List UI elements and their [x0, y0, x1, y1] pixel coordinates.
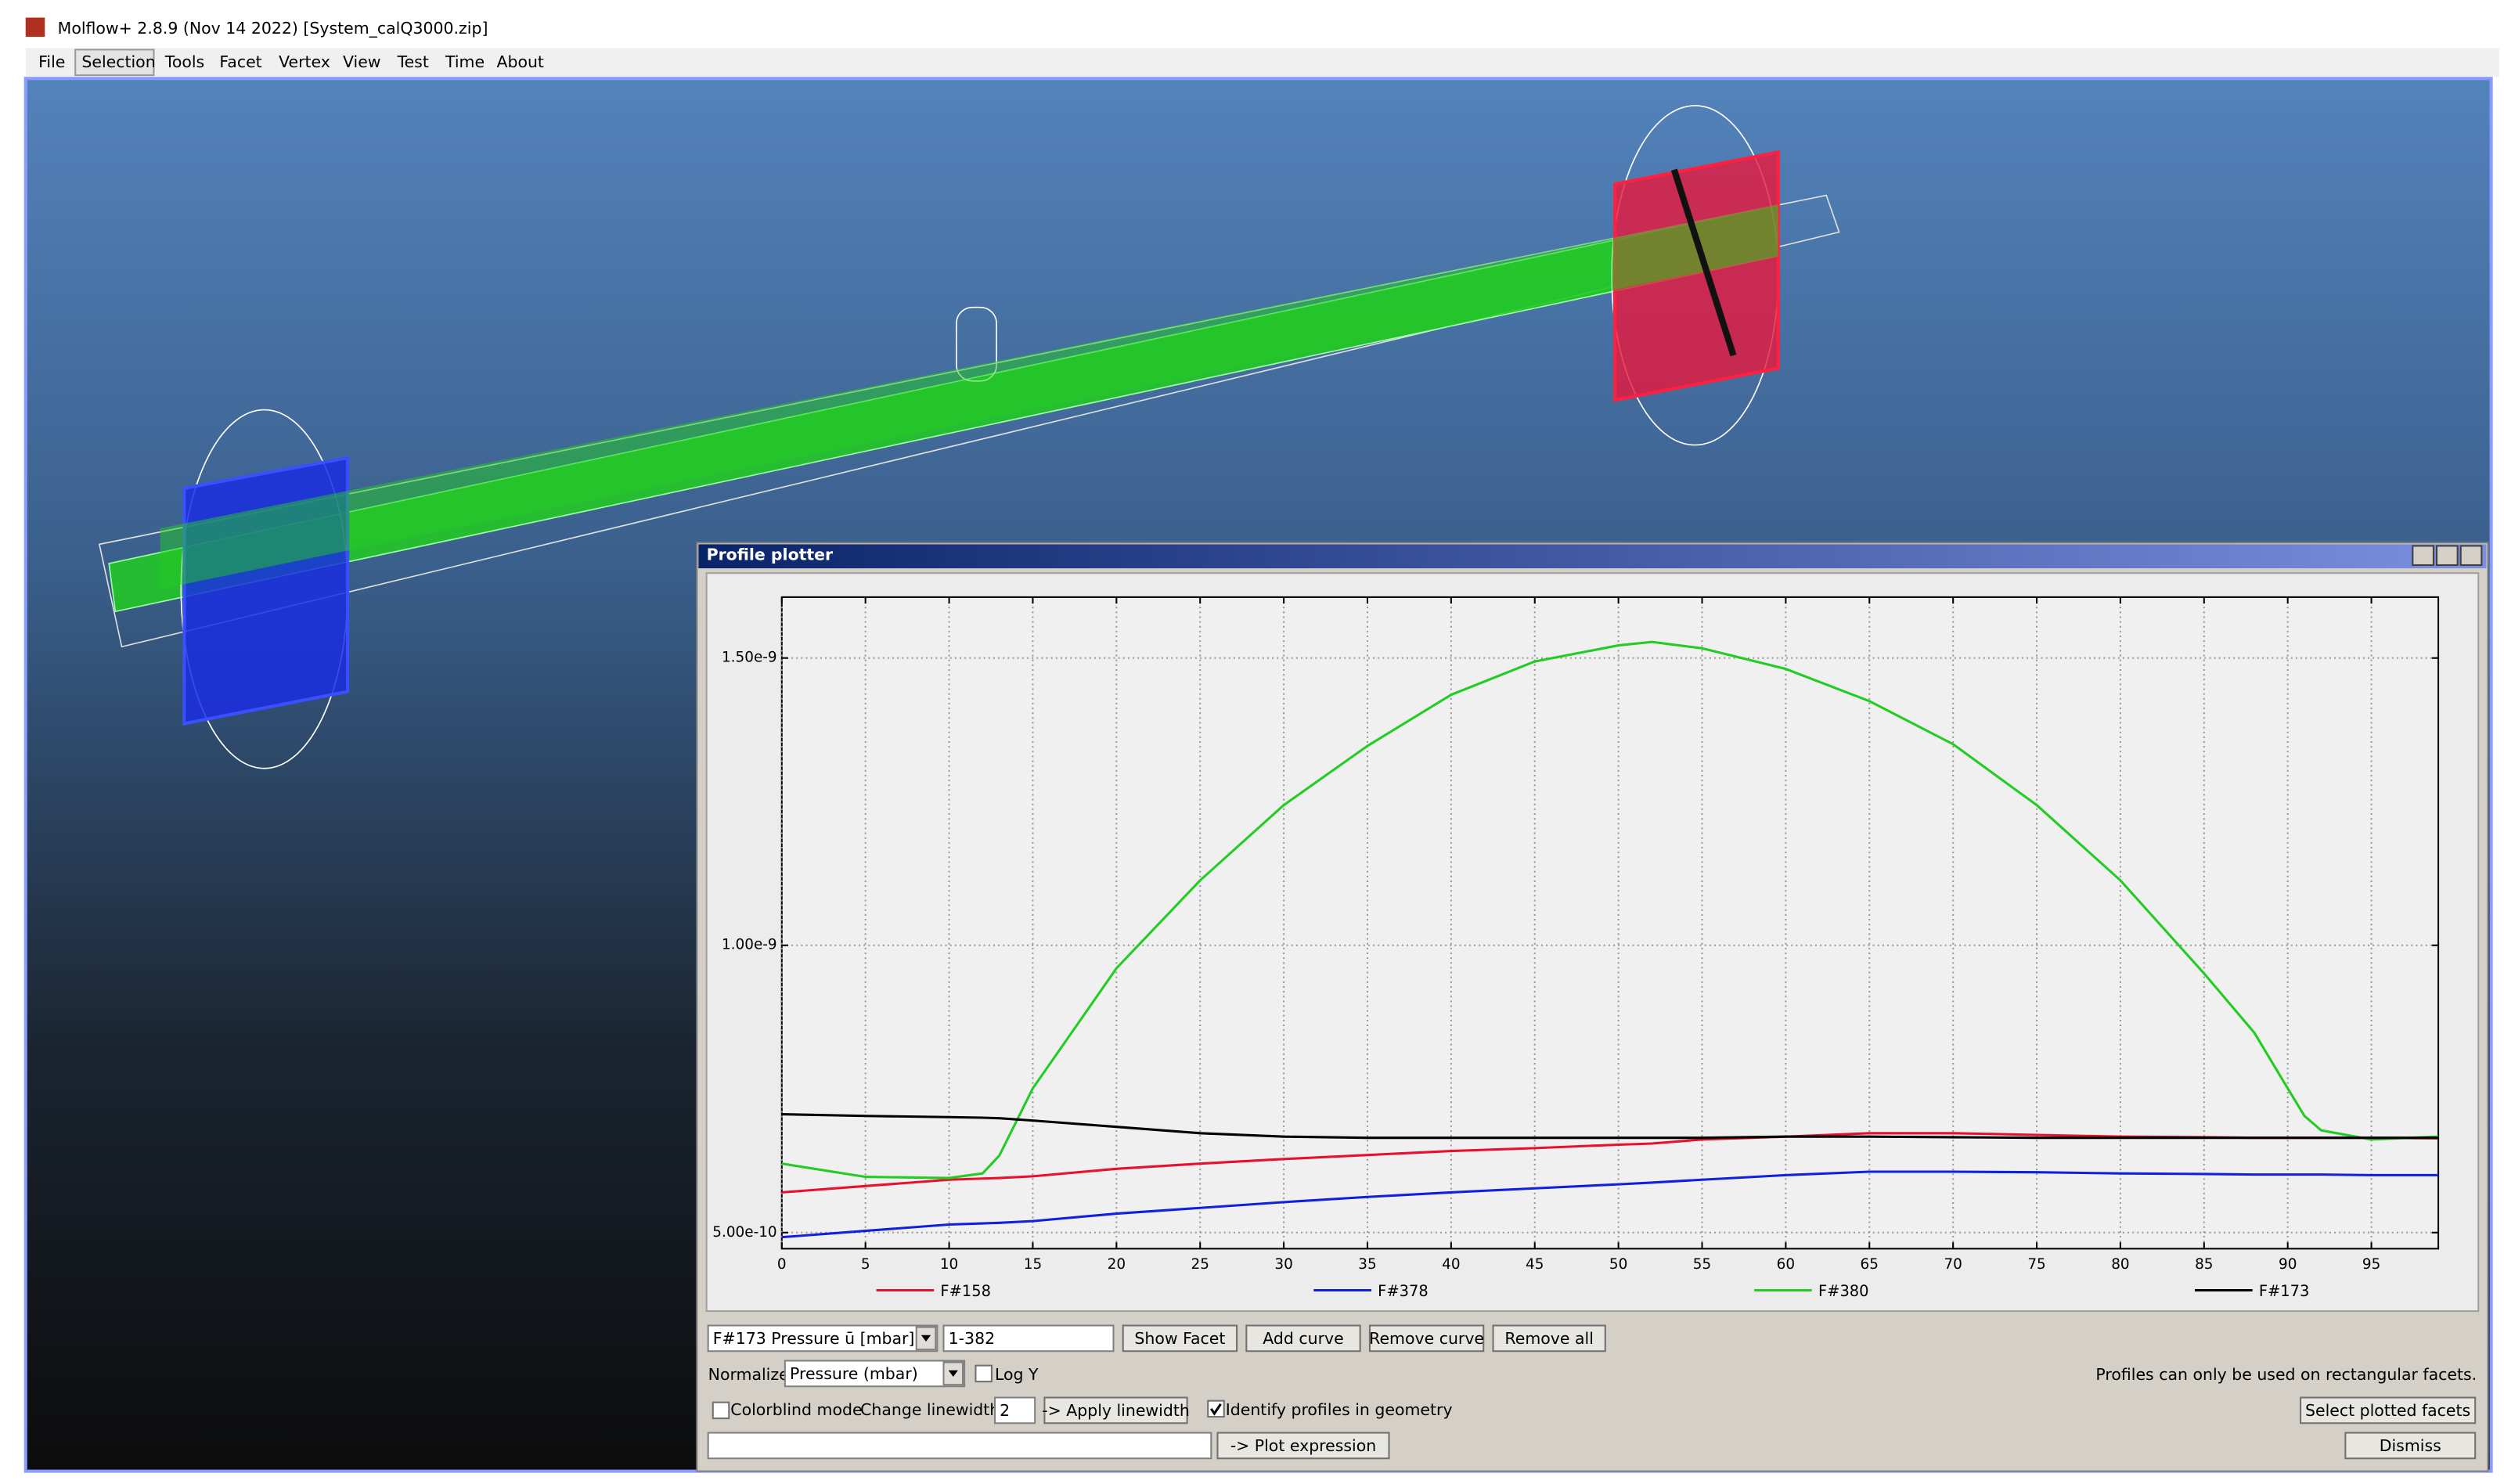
- dropdown[interactable]: [707, 1324, 939, 1353]
- x-tick-label: 70: [1944, 1256, 1962, 1273]
- dropdown-arrow-glyph: [921, 1335, 931, 1342]
- range-input-text[interactable]: 1-382: [949, 1329, 995, 1348]
- x-tick-label: 5: [861, 1256, 870, 1273]
- y-tick-label: 1.50e-9: [722, 650, 777, 666]
- dropdown-arrow-glyph: [948, 1370, 958, 1377]
- x-tick-label: 15: [1024, 1256, 1042, 1273]
- x-tick-label: 0: [777, 1256, 787, 1273]
- menu-item[interactable]: Tools: [164, 52, 204, 71]
- x-tick-label: 40: [1442, 1256, 1460, 1273]
- x-tick-label: 55: [1693, 1256, 1711, 1273]
- button-label[interactable]: Select plotted facets: [2305, 1401, 2470, 1420]
- x-tick-label: 90: [2279, 1256, 2297, 1273]
- linewidth-input-text[interactable]: 2: [1000, 1401, 1010, 1420]
- legend-label: F#158: [940, 1282, 991, 1300]
- app-icon: [25, 17, 45, 38]
- panel-title: Profile plotter: [707, 546, 834, 564]
- checkmark: [1210, 1403, 1222, 1416]
- menu-highlight: [74, 49, 155, 77]
- checkbox[interactable]: [712, 1401, 730, 1420]
- panel-titlebar: [698, 544, 2487, 569]
- x-tick-label: 10: [940, 1256, 958, 1273]
- menu-item[interactable]: Test: [397, 52, 429, 71]
- x-tick-label: 45: [1526, 1256, 1544, 1273]
- controls: F#173 Pressure ū [mbar] 1-382 Show Facet Ad…: [707, 1324, 2477, 1460]
- plot-area: [780, 596, 2440, 1250]
- linewidth-input[interactable]: [993, 1396, 1036, 1425]
- button-label[interactable]: -> Plot expression: [1230, 1436, 1376, 1455]
- normalize-label: Normalize:: [708, 1365, 794, 1384]
- dropdown-text[interactable]: Pressure (mbar): [790, 1364, 918, 1383]
- close[interactable]: [2459, 545, 2483, 567]
- facet-line: [1670, 168, 1737, 357]
- dropdown-text[interactable]: F#173 Pressure ū [mbar]: [713, 1329, 915, 1348]
- window-title: Molflow+ 2.8.9 (Nov 14 2022) [System_cal…: [58, 19, 488, 38]
- minimize[interactable]: [2412, 545, 2434, 567]
- button[interactable]: [1122, 1324, 1238, 1353]
- button[interactable]: [1492, 1324, 1606, 1353]
- x-tick-label: 75: [2027, 1256, 2045, 1273]
- button-label[interactable]: Remove curve: [1369, 1329, 1484, 1348]
- menu-item[interactable]: About: [496, 52, 544, 71]
- log-y-label: Log Y: [995, 1365, 1039, 1384]
- legend-label: F#380: [1818, 1282, 1869, 1300]
- button[interactable]: [1043, 1396, 1188, 1425]
- x-tick-label: 50: [1609, 1256, 1627, 1273]
- linewidth-label: Change linewidth:: [860, 1400, 1005, 1419]
- menu-item[interactable]: Time: [445, 52, 485, 71]
- menu-bar: [25, 48, 2499, 77]
- menu: File Selection Tools Facet Vertex View Test Tim…: [38, 49, 544, 77]
- button[interactable]: [1368, 1324, 1485, 1353]
- range-input[interactable]: [942, 1324, 1115, 1353]
- button[interactable]: [1245, 1324, 1361, 1353]
- button-label[interactable]: Show Facet: [1134, 1329, 1225, 1348]
- button-label[interactable]: -> Apply linewidth: [1042, 1401, 1190, 1420]
- button-label[interactable]: Add curve: [1263, 1329, 1343, 1348]
- identify-label: Identify profiles in geometry: [1226, 1400, 1453, 1419]
- note: Profiles can only be used on rectangular…: [2095, 1365, 2477, 1384]
- legend-label: F#173: [2259, 1282, 2310, 1300]
- x-tick-label: 95: [2362, 1256, 2380, 1273]
- geometry: [98, 105, 1840, 769]
- menu-item[interactable]: File: [38, 52, 65, 71]
- y-tick-label: 5.00e-10: [712, 1224, 776, 1241]
- dropdown[interactable]: [784, 1360, 966, 1388]
- tube-overlay: [160, 204, 1778, 589]
- button[interactable]: [1216, 1432, 1390, 1460]
- x-tick-label: 65: [1861, 1256, 1879, 1273]
- button-label[interactable]: Remove all: [1504, 1329, 1593, 1348]
- checkbox[interactable]: [1207, 1399, 1225, 1418]
- menu-item[interactable]: Selection: [81, 52, 155, 71]
- maximize[interactable]: [2436, 545, 2459, 567]
- menu-item[interactable]: View: [343, 52, 381, 71]
- menu-item[interactable]: Facet: [219, 52, 261, 71]
- series-line: [781, 640, 2439, 1180]
- x-tick-label: 60: [1777, 1256, 1795, 1273]
- x-tick-label: 25: [1191, 1256, 1209, 1273]
- button[interactable]: [2300, 1396, 2477, 1425]
- button-label[interactable]: Dismiss: [2380, 1436, 2441, 1455]
- window-buttons: [2412, 545, 2483, 567]
- x-tick-label: 20: [1108, 1256, 1126, 1273]
- expression-input[interactable]: [707, 1432, 1212, 1460]
- x-tick-label: 30: [1274, 1256, 1292, 1273]
- x-tick-label: 85: [2195, 1256, 2213, 1273]
- x-tick-label: 80: [2111, 1256, 2129, 1273]
- chart: 0 5 10 15 20 25 30 35 40 45 50 55 60 65 70 75 80 85 90 95 5.…: [712, 596, 2439, 1300]
- series-line: [781, 1113, 2439, 1140]
- colorblind-label: Colorblind mode: [730, 1400, 862, 1419]
- x-tick-label: 35: [1358, 1256, 1376, 1273]
- y-tick-label: 1.00e-9: [722, 937, 777, 953]
- series-line: [781, 1170, 2439, 1239]
- checkbox[interactable]: [975, 1364, 993, 1383]
- legend-label: F#378: [1378, 1282, 1429, 1300]
- button[interactable]: [2344, 1432, 2477, 1460]
- menu-item[interactable]: Vertex: [279, 52, 330, 71]
